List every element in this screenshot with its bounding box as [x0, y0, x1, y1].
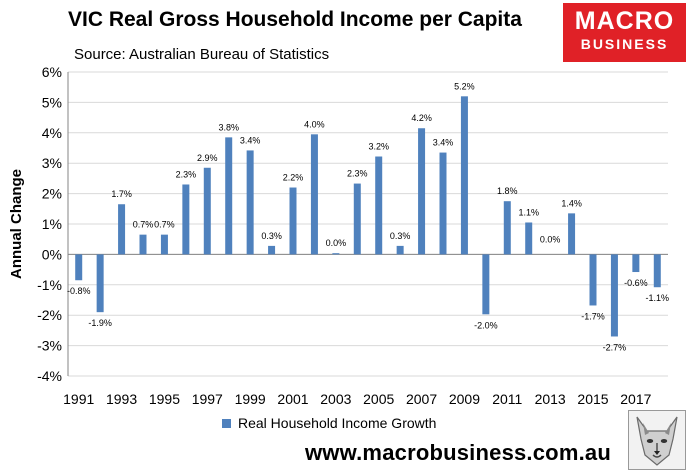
bar [160, 234, 168, 255]
y-tick-label: 1% [42, 216, 62, 232]
y-tick-label: -1% [37, 277, 62, 293]
x-tick-label: 1999 [235, 391, 266, 407]
bar [568, 213, 576, 255]
chart-legend: Real Household Income Growth [222, 415, 436, 431]
bar [118, 204, 126, 255]
data-label: -2.0% [474, 320, 498, 330]
y-tick-label: -4% [37, 368, 62, 384]
x-tick-label: 1991 [63, 391, 94, 407]
data-label: 3.4% [240, 135, 261, 145]
data-label: 1.4% [561, 198, 582, 208]
bar [525, 222, 533, 255]
data-label: 3.8% [218, 122, 239, 132]
data-label: -2.7% [603, 342, 627, 352]
legend-swatch [222, 418, 231, 428]
bar [482, 254, 490, 315]
data-label: 1.8% [497, 186, 518, 196]
x-tick-label: 2015 [577, 391, 608, 407]
y-tick-label: 2% [42, 186, 62, 202]
wolf-logo-image [628, 410, 686, 470]
data-label: 0.0% [540, 234, 561, 244]
legend-label: Real Household Income Growth [238, 415, 437, 431]
x-tick-label: 2007 [406, 391, 437, 407]
bar [225, 137, 233, 255]
footer-url: www.macrobusiness.com.au [305, 440, 611, 465]
bar [460, 96, 468, 255]
data-label: -0.8% [67, 286, 91, 296]
bar [610, 254, 618, 337]
data-label: 5.2% [454, 81, 475, 91]
x-tick-label: 2009 [449, 391, 480, 407]
logo-line-2: BUSINESS [580, 36, 669, 52]
bar [96, 254, 104, 313]
y-tick-label: 0% [42, 246, 62, 262]
x-tick-label: 2001 [277, 391, 308, 407]
chart-source: Source: Australian Bureau of Statistics [74, 46, 330, 63]
y-tick-label: 3% [42, 155, 62, 171]
bar [203, 167, 211, 255]
data-label: 2.9% [197, 153, 218, 163]
bar [439, 152, 447, 255]
x-tick-label: 1997 [192, 391, 223, 407]
bar [246, 150, 254, 255]
data-label: 0.0% [326, 238, 347, 248]
bar [418, 128, 426, 255]
y-tick-label: 6% [42, 64, 62, 80]
x-tick-label: 1993 [106, 391, 137, 407]
bar [396, 245, 404, 255]
data-label: 3.2% [368, 142, 389, 152]
y-tick-label: 5% [42, 94, 62, 110]
x-tick-label: 2003 [320, 391, 351, 407]
data-label: 4.2% [411, 113, 432, 123]
data-label: 1.7% [111, 189, 132, 199]
bar [503, 201, 511, 255]
y-tick-label: 4% [42, 125, 62, 141]
bar [139, 234, 147, 255]
data-label: 0.7% [154, 220, 175, 230]
y-tick-label: -3% [37, 338, 62, 354]
x-tick-label: 1995 [149, 391, 180, 407]
bar [289, 187, 297, 255]
bar [653, 254, 661, 288]
data-label: 3.4% [433, 138, 454, 148]
logo-line-1: MACRO [574, 7, 675, 35]
x-tick-label: 2017 [620, 391, 651, 407]
x-tick-label: 2005 [363, 391, 394, 407]
bar [353, 183, 361, 255]
data-label: 0.3% [261, 231, 282, 241]
data-label: 2.3% [347, 169, 368, 179]
bar [75, 254, 83, 281]
bar [332, 253, 340, 255]
data-label: -1.7% [581, 311, 605, 321]
bar [310, 134, 318, 255]
y-tick-label: -2% [37, 307, 62, 323]
data-label: 2.3% [176, 169, 197, 179]
bar [182, 184, 190, 255]
x-tick-label: 2011 [492, 391, 522, 407]
data-label: -1.9% [88, 318, 112, 328]
macrobusiness-logo: MACRO BUSINESS [563, 3, 686, 62]
data-label: -0.6% [624, 278, 648, 288]
data-label: 0.3% [390, 231, 411, 241]
bar [375, 156, 383, 255]
bar [589, 254, 597, 306]
chart-title: VIC Real Gross Household Income per Capi… [68, 8, 522, 31]
data-label: -1.1% [646, 293, 670, 303]
data-label: 2.2% [283, 173, 304, 183]
x-tick-label: 2013 [535, 391, 566, 407]
data-label: 1.1% [518, 207, 539, 217]
y-axis-title: Annual Change [8, 169, 25, 279]
data-label: 0.7% [133, 220, 154, 230]
bar [632, 254, 640, 273]
bar [268, 245, 276, 255]
data-label: 4.0% [304, 119, 325, 129]
